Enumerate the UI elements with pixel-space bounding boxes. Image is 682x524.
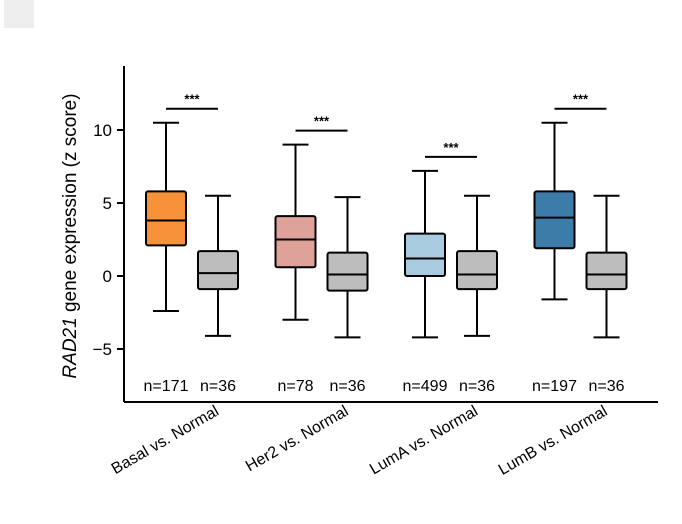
box-her2: n=78 <box>274 143 317 395</box>
box-body <box>404 232 446 278</box>
box-body <box>326 251 369 292</box>
box-basal: n=171 <box>144 121 189 395</box>
box-normal: n=36 <box>197 194 239 395</box>
y-tick-label: 5 <box>103 194 112 213</box>
x-category-label: Basal vs. Normal <box>109 403 222 478</box>
box-body <box>274 215 317 269</box>
box-normal: n=36 <box>585 194 628 395</box>
group-lumb: n=197 n=36 *** LumB vs. Normal <box>496 92 628 479</box>
y-ticks: 10 5 0 −5 <box>93 121 124 359</box>
group-basal: n=171 n=36 *** Basal vs. Normal <box>109 92 239 478</box>
y-tick-label: −5 <box>93 340 112 359</box>
y-tick-label: 10 <box>93 121 112 140</box>
group-luma: n=499 n=36 *** LumA vs. Normal <box>367 140 498 479</box>
sample-size-label: n=78 <box>277 378 313 395</box>
sample-size-label: n=171 <box>144 378 189 395</box>
box-body <box>456 250 498 291</box>
x-category-label: Her2 vs. Normal <box>243 403 352 476</box>
sample-size-label: n=499 <box>403 378 448 395</box>
sample-size-label: n=36 <box>200 378 236 395</box>
y-axis-label-gene: RAD21 <box>60 317 81 378</box>
box-normal: n=36 <box>456 194 498 395</box>
y-axis-label: RAD21 gene expression (z score) <box>60 93 81 378</box>
significance-stars: *** <box>573 92 589 107</box>
sample-size-label: n=36 <box>459 378 495 395</box>
significance-stars: *** <box>184 92 200 107</box>
y-tick-label: 0 <box>103 267 112 286</box>
box-body <box>197 250 239 291</box>
group-her2: n=78 n=36 *** Her2 vs. Normal <box>243 114 369 476</box>
box-body <box>585 251 628 291</box>
box-lumb: n=197 <box>532 121 577 395</box>
y-axis-label-rest: gene expression (z score) <box>60 93 81 317</box>
box-body <box>533 190 576 250</box>
x-category-label: LumA vs. Normal <box>367 403 481 479</box>
x-category-label: LumB vs. Normal <box>496 403 611 479</box>
significance-stars: *** <box>314 114 330 129</box>
sample-size-label: n=197 <box>532 378 577 395</box>
box-normal: n=36 <box>326 196 369 395</box>
box-luma: n=499 <box>403 169 448 395</box>
plot-area: n=171 n=36 *** Basal vs. Normal n=78 n=36 *** H… <box>109 92 628 479</box>
sample-size-label: n=36 <box>588 378 624 395</box>
significance-stars: *** <box>443 140 459 155</box>
box-body <box>145 190 187 247</box>
sample-size-label: n=36 <box>329 378 365 395</box>
axes <box>123 66 658 403</box>
corner-placeholder <box>4 0 34 28</box>
